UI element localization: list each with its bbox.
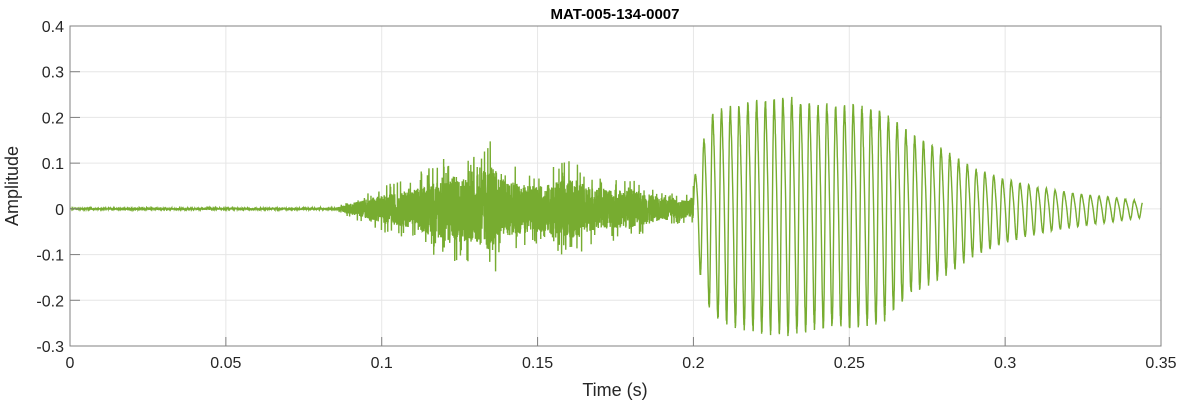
y-axis-label: Amplitude bbox=[2, 146, 22, 226]
y-tick-label: 0 bbox=[55, 202, 64, 219]
y-tick-label: 0.1 bbox=[42, 156, 64, 173]
waveform-line bbox=[69, 96, 1143, 337]
y-tick-label: 0.2 bbox=[42, 110, 64, 127]
y-tick-label: -0.1 bbox=[36, 248, 64, 265]
y-tick-label: -0.2 bbox=[36, 293, 64, 310]
axes-box bbox=[69, 25, 1162, 347]
chart-title: MAT-005-134-0007 bbox=[551, 6, 680, 23]
x-tick-label: 0.05 bbox=[210, 355, 241, 372]
ticks: 0 0.05 0.1 0.15 0.2 0.25 0.3 0.35 -0.3 -0.2 -0.1 0 0… bbox=[36, 19, 1176, 372]
x-tick-label: 0.3 bbox=[994, 355, 1016, 372]
x-tick-label: 0.25 bbox=[834, 355, 865, 372]
y-tick-label: 0.3 bbox=[42, 65, 64, 82]
x-tick-label: 0 bbox=[66, 355, 75, 372]
x-axis-label: Time (s) bbox=[582, 380, 647, 400]
x-tick-label: 0.1 bbox=[371, 355, 393, 372]
y-tick-label: 0.4 bbox=[42, 19, 64, 36]
waveform-series bbox=[69, 96, 1143, 337]
x-tick-label: 0.15 bbox=[522, 355, 553, 372]
x-tick-label: 0.2 bbox=[682, 355, 704, 372]
x-tick-label: 0.35 bbox=[1145, 355, 1176, 372]
y-tick-label: -0.3 bbox=[36, 339, 64, 356]
